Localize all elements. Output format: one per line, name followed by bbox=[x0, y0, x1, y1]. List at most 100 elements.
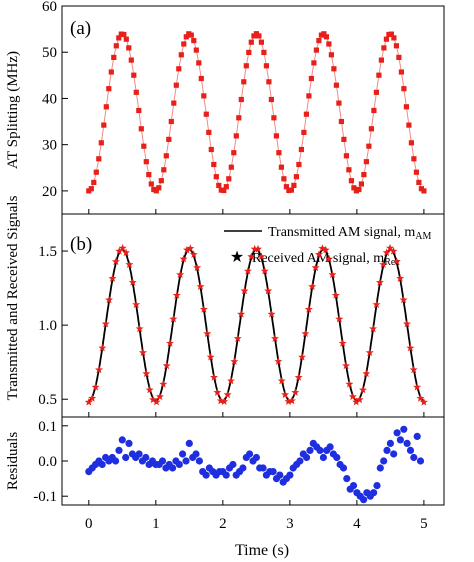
data-point-square bbox=[103, 104, 109, 110]
data-point-star bbox=[189, 250, 198, 258]
data-point-square bbox=[131, 72, 137, 78]
data-point-square bbox=[283, 184, 289, 190]
data-point-circle bbox=[169, 464, 177, 472]
data-point-star bbox=[355, 395, 364, 404]
data-point-square bbox=[326, 41, 332, 47]
data-point-star bbox=[111, 257, 120, 266]
data-point-star bbox=[108, 274, 117, 282]
data-point-square bbox=[306, 93, 312, 99]
data-point-square bbox=[356, 186, 362, 193]
data-point-square bbox=[121, 31, 127, 38]
data-point-star bbox=[257, 252, 266, 260]
y-tick-label: 20 bbox=[42, 184, 57, 200]
data-point-square bbox=[193, 47, 199, 53]
data-point-square bbox=[231, 150, 237, 156]
data-point-square bbox=[106, 86, 112, 92]
data-point-star bbox=[98, 343, 107, 352]
data-point-square bbox=[248, 39, 254, 45]
x-tick-label: 0 bbox=[85, 516, 93, 532]
data-point-star bbox=[294, 373, 303, 381]
data-point-square bbox=[221, 187, 227, 194]
data-point-circle bbox=[306, 446, 314, 454]
data-point-square bbox=[338, 118, 344, 125]
data-point-square bbox=[198, 75, 204, 82]
data-point-square bbox=[368, 126, 374, 132]
data-point-square bbox=[413, 169, 419, 175]
data-point-square bbox=[128, 57, 134, 63]
data-point-circle bbox=[202, 471, 210, 479]
data-point-circle bbox=[229, 460, 237, 469]
data-point-square bbox=[346, 167, 352, 173]
data-point-square bbox=[246, 49, 252, 55]
data-point-star bbox=[115, 247, 124, 255]
data-point-square bbox=[378, 57, 384, 63]
data-point-circle bbox=[179, 450, 187, 458]
data-point-star bbox=[362, 369, 371, 378]
data-point-star bbox=[199, 305, 208, 313]
data-point-circle bbox=[276, 471, 284, 479]
data-point-square bbox=[258, 39, 264, 45]
panel-a-ylabel: AT Splitting (MHz) bbox=[5, 51, 21, 169]
data-point-square bbox=[331, 66, 337, 72]
data-point-star bbox=[419, 398, 428, 406]
data-point-circle bbox=[390, 450, 398, 458]
data-point-square bbox=[206, 129, 212, 135]
data-point-circle bbox=[396, 436, 404, 444]
data-point-star bbox=[250, 244, 259, 253]
data-point-square bbox=[288, 187, 294, 193]
data-point-circle bbox=[195, 457, 203, 465]
data-point-square bbox=[243, 63, 249, 69]
data-point-star bbox=[162, 361, 171, 370]
data-point-star bbox=[240, 286, 249, 295]
data-point-star bbox=[149, 395, 158, 404]
data-point-star bbox=[179, 254, 188, 263]
data-point-square bbox=[191, 38, 197, 44]
data-point-circle bbox=[142, 453, 150, 462]
data-point-square bbox=[96, 156, 102, 162]
data-point-star bbox=[172, 291, 181, 299]
data-point-star bbox=[386, 243, 394, 252]
data-point-star bbox=[287, 396, 296, 405]
data-point-star bbox=[135, 324, 144, 333]
data-point-circle bbox=[413, 432, 421, 440]
data-point-star bbox=[284, 397, 293, 405]
data-point-square bbox=[383, 36, 389, 42]
legend-sub-transmitted: AM bbox=[415, 231, 431, 242]
data-point-star bbox=[210, 373, 218, 381]
data-point-circle bbox=[319, 453, 327, 462]
data-point-star bbox=[348, 392, 357, 401]
data-point-circle bbox=[333, 453, 341, 462]
data-point-square bbox=[136, 107, 142, 114]
data-point-square bbox=[391, 35, 397, 41]
data-point-square bbox=[143, 159, 149, 165]
data-point-square bbox=[311, 60, 317, 66]
data-point-star bbox=[382, 248, 391, 257]
y-tick-label: 0.5 bbox=[38, 392, 57, 408]
data-point-star bbox=[392, 257, 401, 266]
data-point-square bbox=[416, 179, 422, 185]
data-point-circle bbox=[122, 453, 130, 462]
transmitted-signal-line bbox=[88, 248, 425, 402]
data-point-circle bbox=[373, 482, 381, 490]
data-point-square bbox=[256, 33, 262, 39]
data-point-square bbox=[421, 188, 427, 194]
data-point-square bbox=[208, 146, 214, 153]
data-point-square bbox=[88, 186, 94, 192]
data-point-star bbox=[325, 254, 334, 263]
data-point-circle bbox=[380, 457, 388, 465]
data-point-star bbox=[166, 339, 174, 347]
data-point-square bbox=[273, 133, 279, 139]
x-tick-label: 4 bbox=[353, 516, 361, 532]
data-point-square bbox=[153, 188, 159, 194]
x-tick-label: 3 bbox=[286, 516, 294, 532]
data-point-circle bbox=[343, 475, 351, 483]
data-point-star bbox=[176, 270, 185, 279]
data-point-square bbox=[201, 93, 207, 99]
data-point-square bbox=[363, 159, 369, 165]
data-point-star bbox=[399, 295, 408, 304]
data-point-circle bbox=[115, 446, 123, 454]
data-point-square bbox=[266, 79, 272, 85]
axes-ticks: 20 30 40 50 60 0.5 1.0 1.5 -0.1 0.0 0.1 0 1 2 3 4 5 bbox=[33, 0, 427, 532]
data-point-circle bbox=[269, 468, 277, 476]
data-point-star bbox=[128, 278, 137, 286]
